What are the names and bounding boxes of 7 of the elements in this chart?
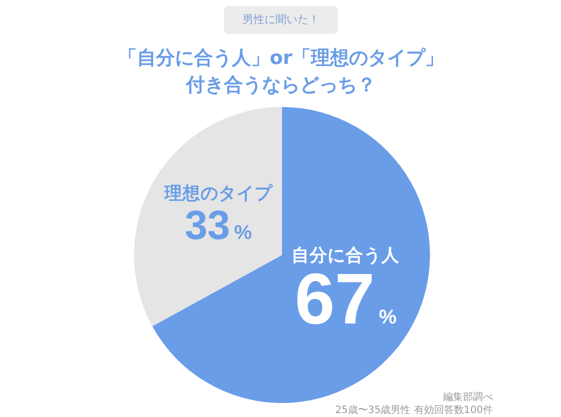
- text: 編集部調べ: [442, 391, 493, 404]
- text: 25歳〜35歳男性 有効回答数100件: [335, 404, 493, 417]
- slice-label: 理想のタイプ: [163, 183, 274, 204]
- data-label: 33%: [184, 202, 252, 248]
- badge: 男性に聞いた！: [224, 6, 338, 34]
- chart-title: 「自分に合う人」or「理想のタイプ」付き合うならどっち？: [116, 46, 446, 98]
- chart-subtitle: 男性に聞いた！: [242, 13, 320, 26]
